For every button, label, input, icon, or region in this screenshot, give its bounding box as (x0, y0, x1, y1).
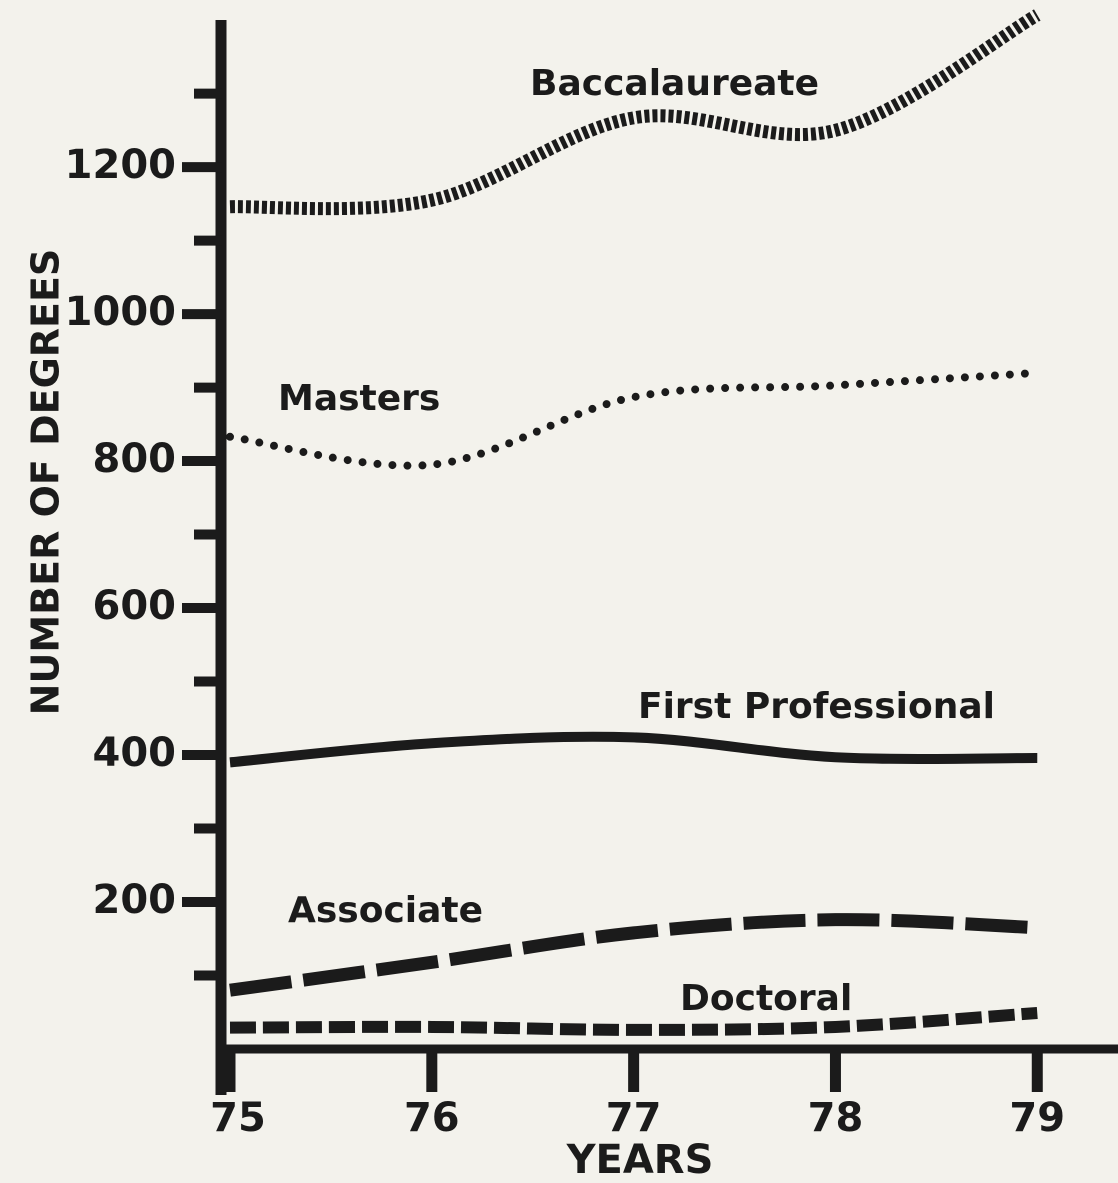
x-tick-label: 79 (1009, 1095, 1065, 1141)
y-axis-title: NUMBER OF DEGREES (24, 249, 68, 716)
x-tick-label: 78 (808, 1095, 864, 1141)
series-label: Masters (278, 378, 440, 419)
series-line (229, 1007, 1038, 1036)
series-line (229, 913, 1038, 997)
series-label: Doctoral (680, 978, 852, 1019)
series-label: Baccalaureate (530, 63, 819, 104)
x-tick-label: 76 (404, 1095, 460, 1141)
y-tick-label: 800 (93, 436, 177, 482)
x-axis-title: YEARS (566, 1137, 714, 1183)
y-tick-label: 400 (93, 730, 177, 776)
series-label: First Professional (638, 686, 995, 727)
x-tick-label: 75 (210, 1095, 266, 1141)
y-tick-label: 1000 (65, 289, 176, 335)
series-label: Associate (288, 890, 483, 931)
x-tick-label: 77 (606, 1095, 662, 1141)
series-line (226, 368, 1042, 470)
series-line (229, 9, 1041, 216)
y-tick-label: 600 (93, 583, 177, 629)
y-tick-label: 200 (93, 877, 177, 923)
y-tick-label: 1200 (65, 142, 176, 188)
series-line (229, 731, 1038, 768)
